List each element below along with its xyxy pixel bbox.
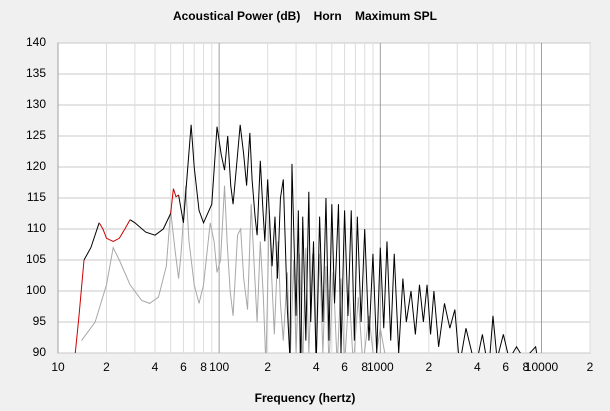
y-tick-label: 130 <box>26 97 46 111</box>
y-tick-label: 120 <box>26 159 46 173</box>
y-tick-label: 100 <box>26 283 46 297</box>
x-tick-label: 8 <box>361 360 368 374</box>
y-tick-label: 90 <box>33 345 47 359</box>
x-tick-label: 2 <box>587 360 594 374</box>
x-tick-label: 4 <box>152 360 159 374</box>
x-tick-label: 10 <box>51 360 65 374</box>
x-tick-label: 6 <box>341 360 348 374</box>
series-line <box>74 188 179 353</box>
y-tick-label: 115 <box>27 190 46 204</box>
y-tick-label: 125 <box>26 128 46 142</box>
y-tick-label: 135 <box>26 66 46 80</box>
chart-title: Acoustical Power (dB) Horn Maximum SPL <box>173 9 437 23</box>
series-line <box>81 185 386 353</box>
x-tick-label: 6 <box>502 360 509 374</box>
y-tick-label: 140 <box>26 35 46 49</box>
x-tick-label: 10000 <box>525 360 559 374</box>
x-tick-label: 4 <box>474 360 481 374</box>
x-tick-label: 100 <box>209 360 229 374</box>
x-tick-label: 4 <box>313 360 320 374</box>
x-tick-label: 1000 <box>367 360 394 374</box>
y-tick-label: 110 <box>27 221 46 235</box>
series-line <box>83 124 538 353</box>
x-tick-label: 2 <box>264 360 271 374</box>
grid <box>57 42 591 354</box>
x-tick-label: 6 <box>180 360 187 374</box>
y-tick-label: 95 <box>33 314 47 328</box>
y-tick-label: 105 <box>26 252 46 266</box>
x-axis-title: Frequency (hertz) <box>255 391 356 405</box>
x-tick-label: 8 <box>523 360 530 374</box>
x-tick-label: 8 <box>200 360 207 374</box>
x-tick-label: 2 <box>425 360 432 374</box>
x-tick-label: 2 <box>103 360 110 374</box>
lines <box>74 124 538 353</box>
